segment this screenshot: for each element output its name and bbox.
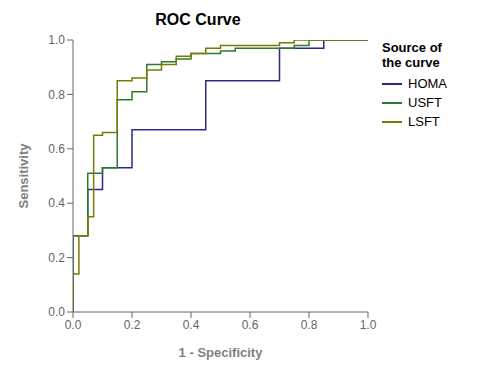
html-text:Source of the curve: Source of the curve (382, 40, 442, 70)
svg-text:0.0: 0.0 (65, 318, 82, 332)
svg-text:0.8: 0.8 (48, 88, 65, 102)
svg-text:0.2: 0.2 (124, 318, 141, 332)
svg-text:0.6: 0.6 (48, 142, 65, 156)
svg-text:0.8: 0.8 (301, 318, 318, 332)
svg-text:0.6: 0.6 (242, 318, 259, 332)
html-text:ROC Curve: ROC Curve (155, 11, 241, 28)
svg-text:0.2: 0.2 (48, 251, 65, 265)
svg-text:0.4: 0.4 (183, 318, 200, 332)
html-text:USFT: USFT (408, 95, 442, 110)
svg-text:1.0: 1.0 (48, 33, 65, 47)
svg-text:Sensitivity: Sensitivity (16, 143, 31, 209)
svg-text:0.0: 0.0 (48, 305, 65, 319)
svg-text:1.0: 1.0 (360, 318, 377, 332)
html-text:LSFT: LSFT (408, 114, 440, 129)
html-text:HOMA: HOMA (408, 76, 447, 91)
svg-text:0.4: 0.4 (48, 196, 65, 210)
svg-text:1 - Specificity: 1 - Specificity (179, 345, 264, 360)
